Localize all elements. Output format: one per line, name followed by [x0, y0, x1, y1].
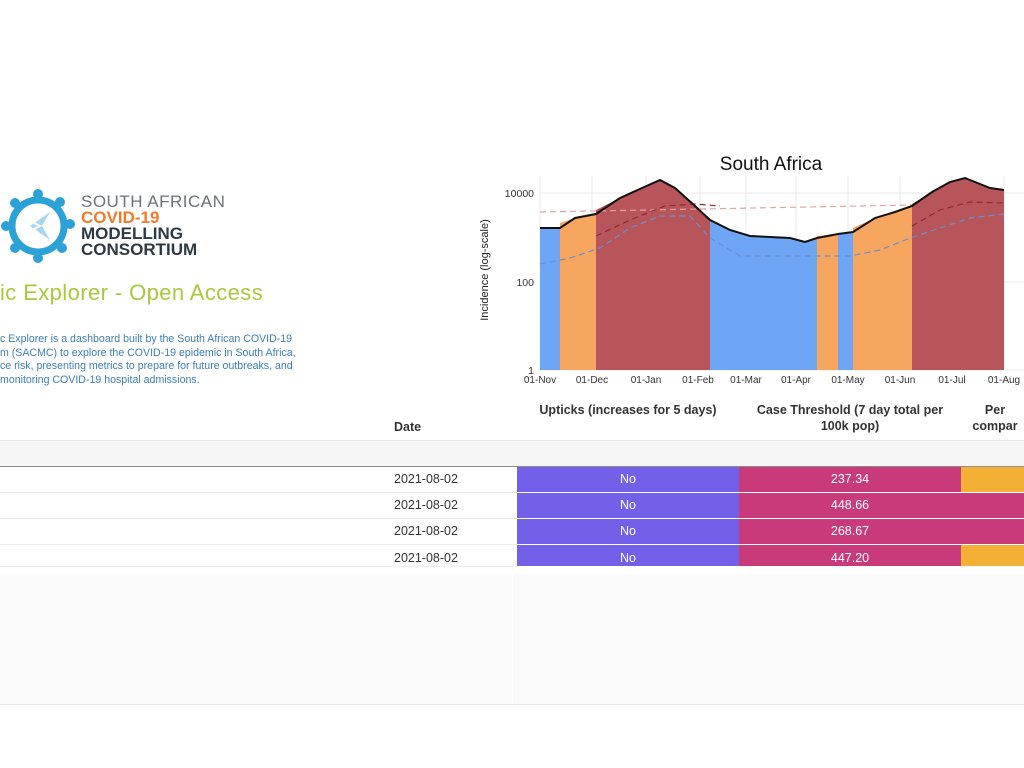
x-tick-label: 01-Feb	[682, 375, 714, 386]
row-split	[512, 574, 513, 600]
x-tick-label: 01-Apr	[781, 375, 812, 386]
row-upticks: No	[517, 545, 739, 566]
header-upticks-label: Upticks (increases for 5 days)	[539, 403, 717, 417]
table-top-border	[0, 466, 1024, 467]
column-header-upticks[interactable]: Upticks (increases for 5 days)	[530, 402, 726, 418]
blue-dashed-line	[539, 213, 1005, 265]
row-threshold: 448.66	[739, 493, 961, 518]
phase-area-orange	[817, 234, 838, 370]
header-divider	[0, 440, 1024, 441]
description-line: ce risk, presenting metrics to prepare f…	[0, 360, 293, 372]
row-split	[512, 678, 513, 704]
row-percent	[961, 519, 1024, 544]
header-threshold-label: Case Threshold (7 day total per 100k pop…	[756, 403, 944, 433]
description-line: c Explorer is a dashboard built by the S…	[0, 333, 293, 345]
phase-area-red	[912, 178, 1004, 370]
x-tick-label: 01-Nov	[524, 375, 556, 386]
row-background	[0, 545, 517, 567]
phase-area-blue	[838, 232, 853, 370]
row-upticks: No	[517, 519, 739, 544]
y-tick-label: 10000	[505, 188, 534, 200]
phase-area-blue	[710, 220, 817, 370]
row-date: 2021-08-02	[394, 524, 458, 538]
empty-row	[0, 626, 1024, 653]
x-tick-label: 01-Jul	[938, 375, 965, 386]
brand-line-2: COVID-19	[81, 208, 160, 227]
row-background	[0, 519, 517, 545]
row-threshold: 268.67	[739, 519, 961, 544]
row-threshold: 447.20	[739, 545, 961, 566]
chart-title: South Africa	[720, 154, 823, 175]
x-tick-label: 01-Dec	[576, 375, 608, 386]
row-date: 2021-08-02	[394, 498, 458, 512]
brand-line-1: SOUTH AFRICAN	[81, 192, 226, 211]
empty-row	[0, 652, 1024, 679]
empty-row	[0, 574, 1024, 601]
row-percent	[961, 545, 1024, 566]
phase-area-orange	[560, 214, 596, 370]
page-title: ic Explorer - Open Access	[0, 280, 264, 305]
brand-line-4: CONSORTIUM	[81, 240, 198, 259]
chart-y-label: Incidence (log-scale)	[479, 219, 491, 321]
y-tick-label: 1	[528, 365, 534, 377]
row-threshold: 237.34	[739, 467, 961, 492]
x-tick-label: 01-May	[831, 375, 864, 386]
header-date-label: Date	[394, 420, 422, 434]
row-split	[512, 600, 513, 626]
incidence-chart: South Africa Incidence (log-scale) 10000…	[479, 154, 1024, 386]
header-percent-label: Per compar	[972, 403, 1018, 433]
row-background	[0, 493, 517, 519]
x-tick-label: 01-Jun	[885, 375, 916, 386]
empty-row	[0, 678, 1024, 705]
row-date: 2021-08-02	[394, 551, 458, 565]
description-line: m (SACMC) to explore the COVID-19 epidem…	[0, 346, 296, 359]
x-tick-label: 01-Jan	[631, 375, 662, 386]
row-split	[512, 652, 513, 678]
row-percent	[961, 467, 1024, 492]
column-header-date[interactable]: Date	[394, 419, 421, 435]
row-split	[512, 626, 513, 652]
page-description: c Explorer is a dashboard built by the S…	[0, 333, 400, 387]
y-tick-label: 100	[516, 277, 534, 289]
phase-area-red	[596, 180, 710, 370]
row-date: 2021-08-02	[394, 472, 458, 486]
brand-line-3: MODELLING	[81, 224, 183, 243]
sacmc-logo	[0, 184, 76, 268]
phase-area-orange	[853, 206, 912, 370]
brand-wordmark: SOUTH AFRICAN COVID-19 MODELLING CONSORT…	[81, 192, 226, 259]
x-tick-label: 01-Mar	[730, 375, 762, 386]
red-dashed-line	[595, 201, 1005, 237]
incidence-line	[540, 176, 1005, 244]
phase-area-blue	[540, 228, 560, 370]
row-percent	[961, 493, 1024, 518]
row-upticks: No	[517, 467, 739, 492]
column-header-percent[interactable]: Per compar	[966, 402, 1024, 434]
empty-row	[0, 600, 1024, 627]
phase-areas	[540, 178, 1004, 370]
row-background	[0, 467, 517, 493]
upper-threshold-line	[539, 204, 913, 213]
row-upticks: No	[517, 493, 739, 518]
virus-logo-icon	[1, 189, 75, 263]
column-header-threshold[interactable]: Case Threshold (7 day total per 100k pop…	[745, 402, 955, 434]
x-tick-label: 01-Aug	[988, 375, 1020, 386]
filter-row	[0, 441, 1024, 466]
description-line: monitoring COVID-19 hospital admissions.	[0, 373, 200, 386]
